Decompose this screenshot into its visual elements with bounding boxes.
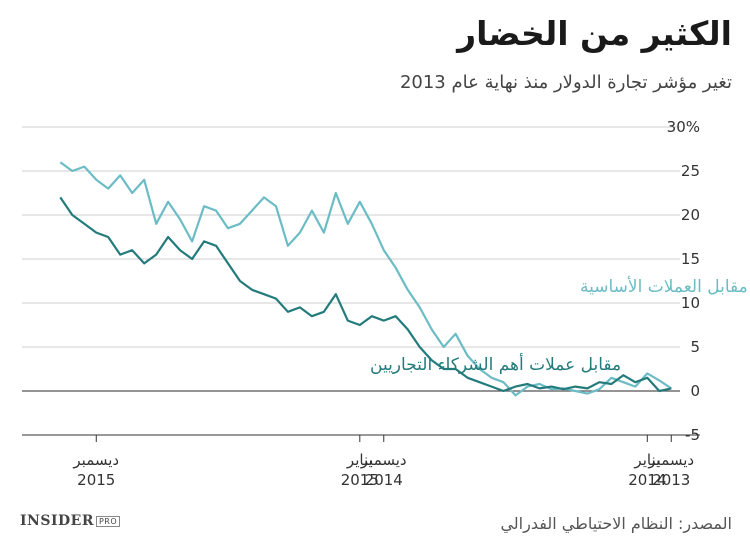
series-lines (59, 161, 672, 397)
x-tick-month: ديسمبر (647, 451, 694, 469)
y-tick-label: 30% (667, 118, 700, 136)
brand-badge: PRO (95, 515, 121, 527)
y-tick-label: 5 (690, 338, 700, 356)
chart-title: الكثير من الخضار (457, 14, 732, 53)
x-tick-year: 2014 (628, 471, 666, 489)
insider-logo: INSIDER PRO (20, 513, 121, 529)
series-label-partners: مقابل عملات أهم الشركاء التجاريين (370, 353, 621, 375)
series-label-major: مقابل العملات الأساسية (580, 276, 748, 297)
y-tick-label: 15 (681, 250, 700, 268)
x-tick-year: 2015 (77, 471, 115, 489)
y-tick-label: 10 (681, 294, 700, 312)
series-line-partners (59, 196, 672, 393)
chart-subtitle: تغير مؤشر تجارة الدولار منذ نهاية عام 20… (399, 72, 732, 93)
x-tick-month: ديسمبر (72, 451, 119, 469)
source-note: المصدر: النظام الاحتياطي الفدرالي (500, 514, 732, 533)
x-tick-year: 2013 (652, 471, 690, 489)
y-tick-label: 0 (690, 382, 700, 400)
x-tick-year: 2014 (365, 471, 403, 489)
x-tick-month: يناير (633, 451, 660, 469)
x-tick-month: يناير (346, 451, 373, 469)
series-line-major (59, 161, 672, 397)
y-tick-label: 25 (681, 162, 700, 180)
y-tick-label: 20 (681, 206, 700, 224)
x-tick-month: ديسمبر (360, 451, 407, 469)
x-tick-year: 2015 (341, 471, 379, 489)
x-axis: ديسمبر 2013 يناير 2014 ديسمبر 2014 يناير 2015 دي… (22, 434, 700, 489)
brand-wordmark: INSIDER (20, 513, 94, 529)
